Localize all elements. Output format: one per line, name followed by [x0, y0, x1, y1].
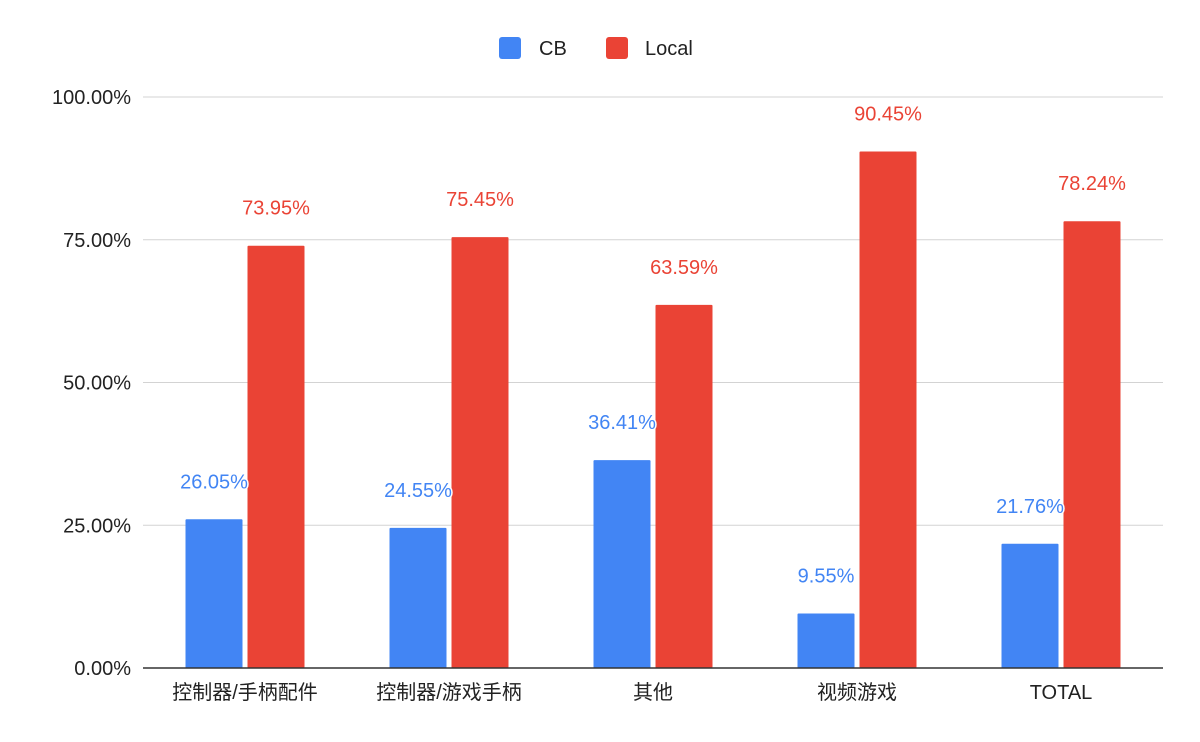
data-label-local: 75.45% — [446, 189, 514, 211]
data-label-cb: 36.41% — [588, 412, 656, 434]
x-tick-label: 其他 — [633, 681, 673, 704]
x-tick-label: TOTAL — [1030, 682, 1093, 704]
x-tick-label: 控制器/游戏手柄 — [376, 681, 522, 704]
x-axis-labels: 控制器/手柄配件 控制器/游戏手柄 其他 视频游戏 TOTAL — [172, 681, 1092, 704]
data-label-cb: 9.55% — [798, 565, 855, 587]
data-label-local: 73.95% — [242, 198, 310, 220]
data-label-local: 63.59% — [650, 257, 718, 279]
y-tick-label: 100.00% — [52, 87, 131, 109]
bar-local — [859, 151, 917, 668]
legend-label-cb: CB — [539, 38, 567, 60]
y-tick-label: 0.00% — [74, 658, 131, 680]
legend-swatch-local — [606, 37, 628, 59]
bars — [185, 151, 1121, 669]
legend-swatch-cb — [499, 37, 521, 59]
data-label-local: 78.24% — [1058, 173, 1126, 195]
data-label-cb: 21.76% — [996, 496, 1064, 518]
bar-cb — [185, 519, 243, 668]
y-tick-label: 50.00% — [63, 373, 131, 395]
bar-local — [1063, 221, 1121, 668]
legend-label-local: Local — [645, 38, 693, 60]
bar-cb — [1001, 543, 1059, 668]
bar-local — [451, 237, 509, 669]
bar-cb — [593, 460, 651, 668]
bar-cb — [797, 613, 855, 668]
y-axis-ticks: 0.00% 25.00% 50.00% 75.00% 100.00% — [52, 87, 131, 680]
bar-cb — [389, 527, 447, 668]
y-tick-label: 25.00% — [63, 515, 131, 537]
data-label-cb: 24.55% — [384, 480, 452, 502]
bar-local — [655, 304, 713, 668]
x-tick-label: 控制器/手柄配件 — [172, 681, 318, 704]
y-tick-label: 75.00% — [63, 230, 131, 252]
data-label-local: 90.45% — [854, 104, 922, 126]
bar-local — [247, 245, 305, 669]
data-labels: 26.05% 73.95% 24.55% 75.45% 36.41% 63.59% 9.55… — [179, 102, 1128, 589]
legend: CB Local — [499, 37, 693, 60]
x-tick-label: 视频游戏 — [817, 681, 897, 704]
data-label-cb: 26.05% — [180, 471, 248, 493]
grid — [143, 96, 1163, 526]
